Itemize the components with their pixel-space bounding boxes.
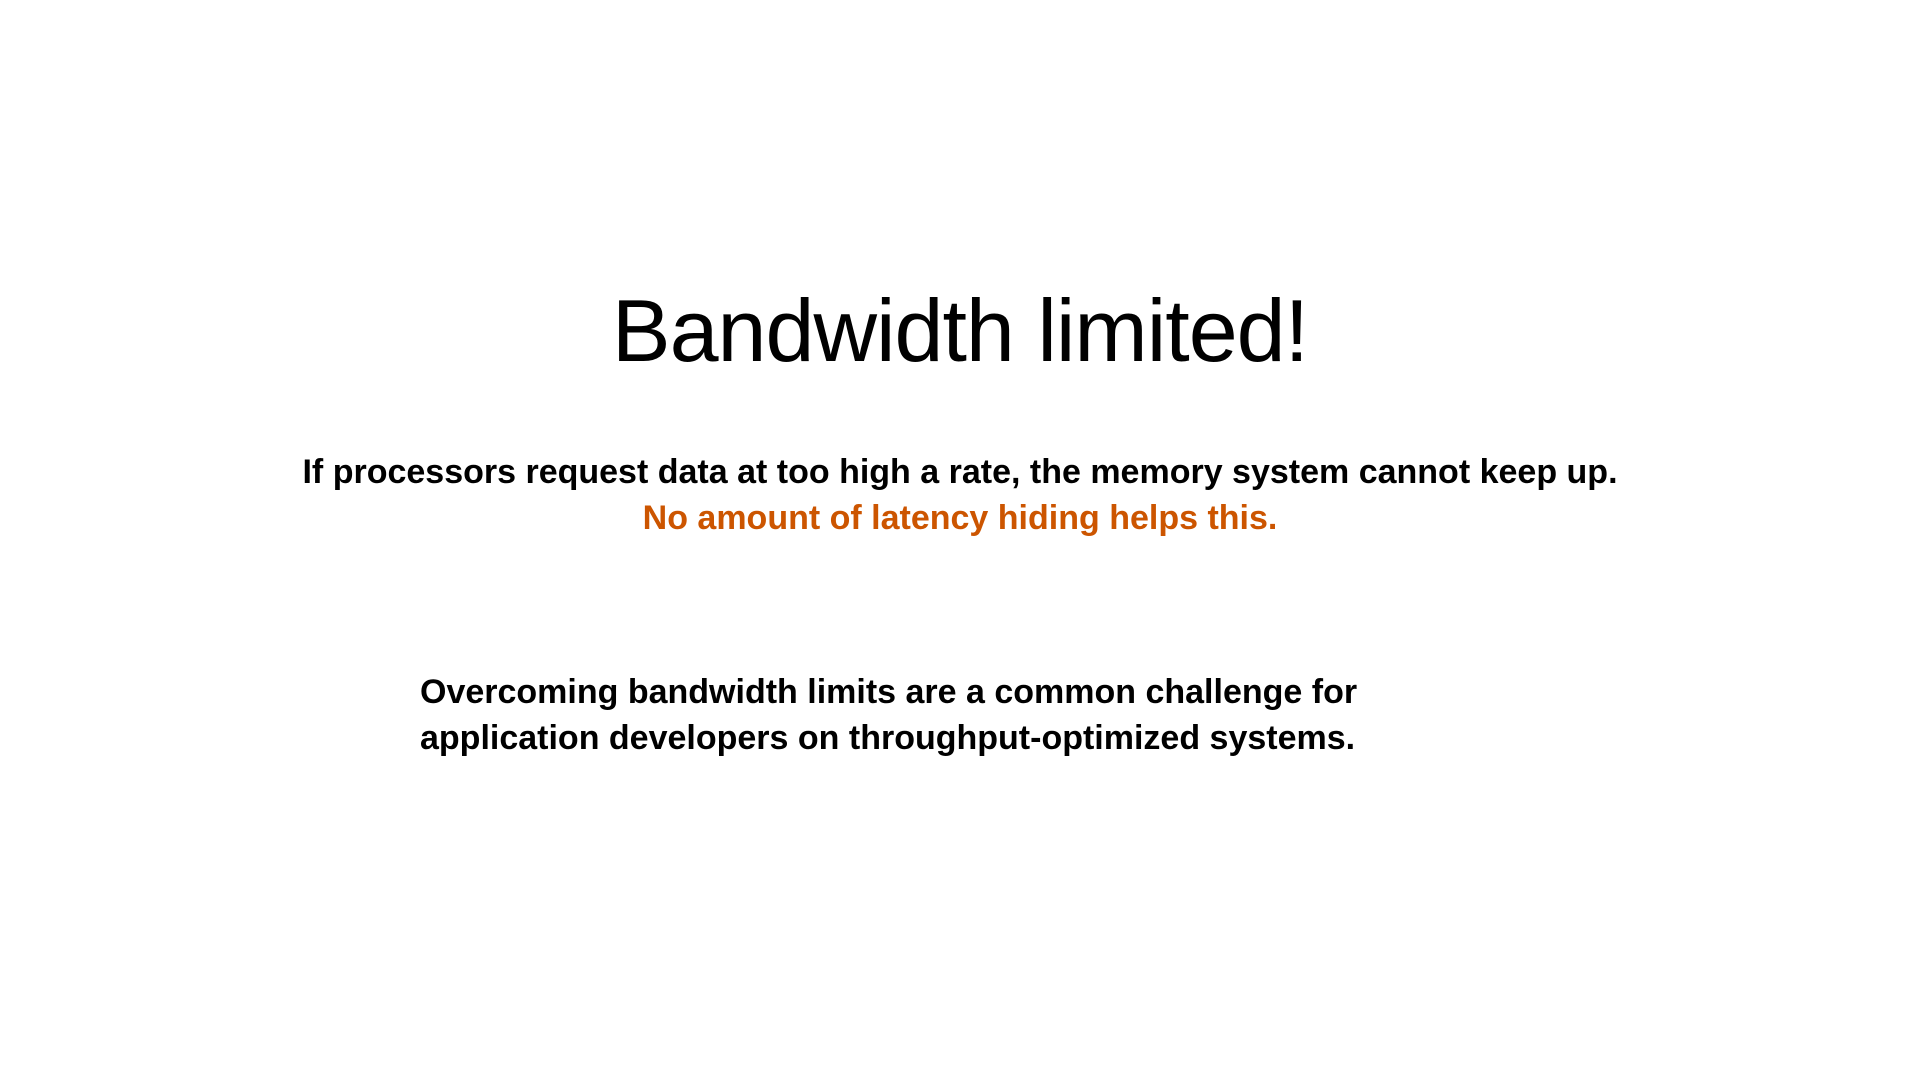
subtitle-line-2: No amount of latency hiding helps this. xyxy=(0,496,1920,540)
slide-container: Bandwidth limited! If processors request… xyxy=(0,0,1920,1080)
subtitle-line-1: If processors request data at too high a… xyxy=(0,450,1920,494)
slide-title: Bandwidth limited! xyxy=(0,280,1920,382)
body-block: Overcoming bandwidth limits are a common… xyxy=(420,670,1500,762)
body-text: Overcoming bandwidth limits are a common… xyxy=(420,670,1500,762)
subtitle-block: If processors request data at too high a… xyxy=(0,450,1920,540)
